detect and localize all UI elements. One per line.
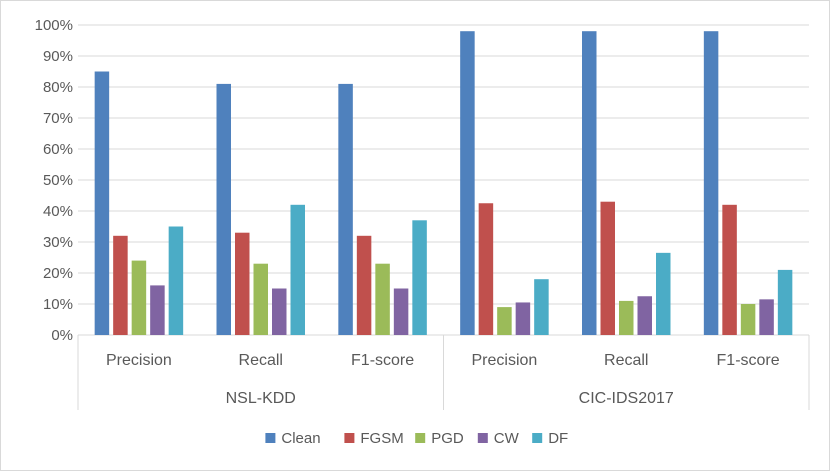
bar-clean-3 <box>460 31 475 335</box>
legend-swatch <box>477 433 488 443</box>
x-category-label: F1-score <box>717 352 780 369</box>
bar-cw-4 <box>637 296 652 335</box>
x-category-label: Precision <box>106 352 172 369</box>
legend-item-clean: Clean <box>265 430 321 447</box>
y-tick-label: 0% <box>51 327 73 344</box>
bar-cw-5 <box>759 299 774 335</box>
bar-fgsm-0 <box>113 235 128 335</box>
bar-df-3 <box>534 279 549 335</box>
x-group-label: NSL-KDD <box>226 390 296 407</box>
y-tick-label: 90% <box>43 48 73 65</box>
bar-clean-0 <box>94 71 110 335</box>
bar-df-5 <box>777 269 793 335</box>
legend-swatch <box>532 433 543 443</box>
legend-item-df: DF <box>532 430 568 447</box>
y-tick-label: 50% <box>43 172 73 189</box>
bar-pgd-0 <box>131 260 147 335</box>
x-category-label: Recall <box>604 352 648 369</box>
legend-item-pgd: PGD <box>415 430 464 447</box>
bar-cw-3 <box>515 302 531 335</box>
x-group-label: CIC-IDS2017 <box>579 390 674 407</box>
bar-cw-1 <box>272 288 287 335</box>
bar-clean-5 <box>703 31 719 335</box>
bar-pgd-5 <box>740 304 756 335</box>
bar-df-4 <box>656 252 671 335</box>
legend-swatch <box>344 433 355 443</box>
bar-pgd-3 <box>497 307 512 335</box>
bar-cw-2 <box>393 288 409 335</box>
bar-fgsm-1 <box>235 232 250 335</box>
legend-label: Clean <box>281 430 320 447</box>
legend-label: DF <box>548 430 568 447</box>
y-tick-label: 100% <box>35 17 73 34</box>
legend-label: FGSM <box>360 430 403 447</box>
bar-cw-0 <box>150 285 165 335</box>
y-tick-label: 80% <box>43 79 73 96</box>
legend-swatch <box>265 433 276 443</box>
bar-clean-1 <box>216 83 231 336</box>
bar-pgd-1 <box>253 263 268 335</box>
y-tick-label: 10% <box>43 296 73 313</box>
x-category-label: F1-score <box>351 352 414 369</box>
bar-df-0 <box>168 226 184 335</box>
bar-clean-4 <box>582 31 597 335</box>
y-tick-label: 30% <box>43 234 73 251</box>
bar-df-1 <box>290 204 305 335</box>
bar-fgsm-4 <box>600 201 615 335</box>
x-category-label: Precision <box>472 352 538 369</box>
y-tick-label: 60% <box>43 141 73 158</box>
legend-item-cw: CW <box>477 430 520 447</box>
bars <box>94 31 793 336</box>
bar-pgd-2 <box>375 263 390 335</box>
bar-fgsm-5 <box>722 204 737 335</box>
y-tick-label: 70% <box>43 110 73 127</box>
legend-item-fgsm: FGSM <box>344 430 404 447</box>
legend: Clean FGSM PGD CW DF <box>265 430 568 447</box>
legend-label: PGD <box>431 430 464 447</box>
axes <box>77 334 810 410</box>
bar-fgsm-3 <box>478 203 494 335</box>
gridlines <box>78 24 809 305</box>
y-tick-label: 40% <box>43 203 73 220</box>
x-category-label: Recall <box>239 352 283 369</box>
bar-pgd-4 <box>619 300 634 335</box>
bar-clean-2 <box>338 83 353 336</box>
bar-df-2 <box>412 220 427 335</box>
legend-swatch <box>415 433 426 443</box>
y-tick-label: 20% <box>43 265 73 282</box>
legend-label: CW <box>494 430 520 447</box>
axis-labels: 0% 10% 20% 30% 40% 50% 60% 70% 80% 90% 100% Precisi… <box>35 17 780 407</box>
bar-fgsm-2 <box>356 235 372 335</box>
